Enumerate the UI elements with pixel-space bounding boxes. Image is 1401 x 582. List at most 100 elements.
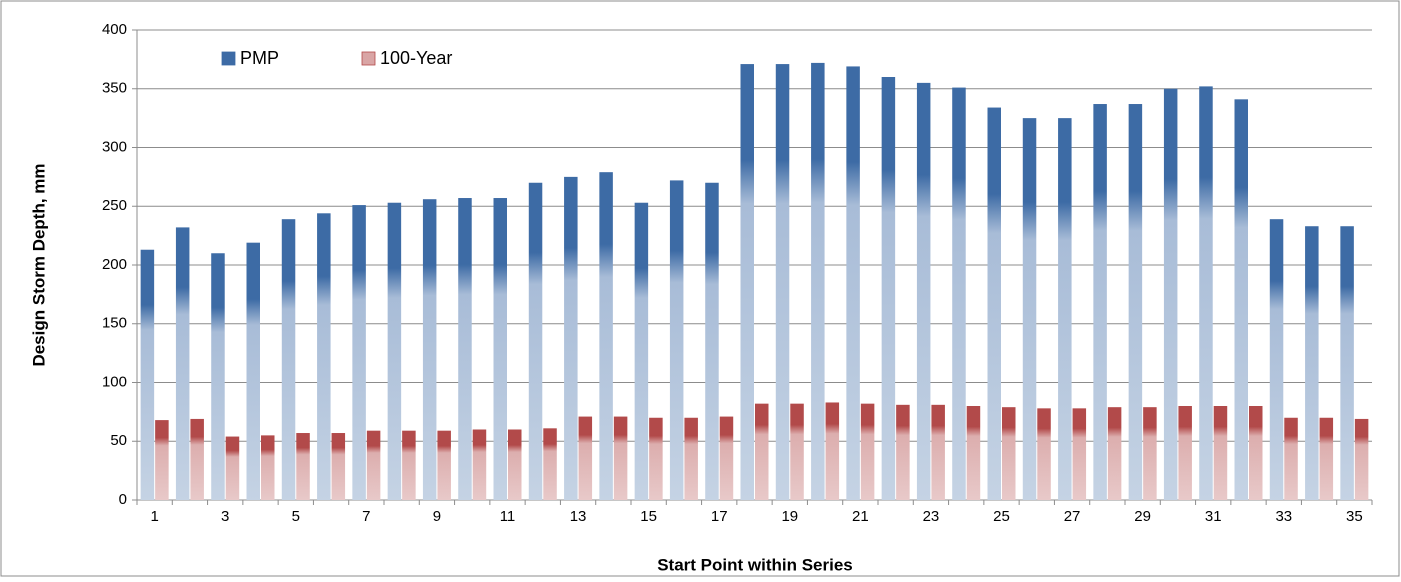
bar <box>952 87 966 500</box>
bar <box>846 66 860 501</box>
bar <box>755 403 769 500</box>
x-tick-label: 17 <box>711 508 728 525</box>
bar <box>1199 86 1213 501</box>
bar <box>1107 407 1122 500</box>
x-tick-label: 13 <box>570 508 587 525</box>
bar <box>775 64 790 500</box>
bar <box>1093 104 1107 501</box>
x-tick-label: 9 <box>433 508 441 525</box>
bar <box>1037 408 1051 500</box>
bar <box>790 403 804 500</box>
bar <box>1022 118 1037 500</box>
legend-swatch <box>361 51 376 66</box>
bar <box>140 249 155 500</box>
bar <box>966 406 981 500</box>
bar <box>458 198 472 500</box>
x-tick-label: 5 <box>292 508 300 525</box>
bar <box>599 172 613 501</box>
bar <box>1143 407 1157 500</box>
y-tick-label: 50 <box>110 432 127 449</box>
legend-swatch <box>221 51 236 66</box>
bar <box>296 433 310 500</box>
bar <box>896 404 910 500</box>
bar <box>261 435 275 500</box>
bar <box>1163 88 1178 500</box>
bar <box>1305 226 1319 500</box>
legend-label: PMP <box>240 48 279 68</box>
bar <box>1249 406 1263 500</box>
bar <box>175 227 190 500</box>
bar <box>1072 408 1087 500</box>
x-axis-title: Start Point within Series <box>657 555 853 574</box>
bar <box>317 213 331 501</box>
bar <box>1340 226 1354 500</box>
legend-label: 100-Year <box>380 48 452 68</box>
bar <box>1234 99 1248 500</box>
x-tick-label: 7 <box>362 508 370 525</box>
bar <box>190 418 204 500</box>
bar <box>543 428 557 500</box>
x-tick-label: 1 <box>150 508 158 525</box>
y-tick-label: 400 <box>102 21 127 38</box>
x-tick-label: 19 <box>781 508 798 525</box>
bar <box>825 402 840 500</box>
x-tick-label: 35 <box>1346 508 1363 525</box>
bar <box>811 62 825 501</box>
bar <box>225 436 240 500</box>
bar <box>1213 406 1228 500</box>
legend-background <box>208 42 488 86</box>
y-tick-label: 350 <box>102 80 127 97</box>
bar <box>1269 219 1284 501</box>
x-tick-label: 21 <box>852 508 869 525</box>
bar <box>1354 418 1369 500</box>
bar <box>508 429 522 500</box>
y-tick-label: 300 <box>102 138 127 155</box>
x-tick-label: 27 <box>1064 508 1081 525</box>
bar <box>1058 118 1072 500</box>
bar <box>1319 417 1334 500</box>
y-tick-label: 200 <box>102 256 127 273</box>
bar <box>1002 407 1016 500</box>
x-tick-label: 33 <box>1275 508 1292 525</box>
bar <box>987 107 1001 501</box>
bar <box>422 199 437 500</box>
bar <box>860 403 875 500</box>
x-tick-label: 29 <box>1134 508 1151 525</box>
bar <box>634 202 649 500</box>
bar <box>740 64 754 500</box>
bar <box>387 202 402 500</box>
bar <box>719 416 734 500</box>
bar <box>472 429 487 500</box>
x-tick-label: 15 <box>640 508 657 525</box>
x-tick-label: 3 <box>221 508 229 525</box>
bar <box>155 420 169 500</box>
x-tick-label: 25 <box>993 508 1010 525</box>
bar <box>1284 417 1298 500</box>
bar <box>352 205 366 500</box>
bar <box>578 416 593 500</box>
bar <box>1178 406 1192 500</box>
y-axis-title: Design Storm Depth, mm <box>29 163 48 366</box>
bar <box>402 430 416 500</box>
bar <box>669 180 684 500</box>
bar <box>437 430 451 500</box>
bar <box>564 176 578 500</box>
y-tick-label: 100 <box>102 373 127 390</box>
bar <box>613 416 628 500</box>
bar <box>366 430 381 500</box>
x-tick-label: 23 <box>923 508 940 525</box>
bar <box>281 219 296 501</box>
bar <box>246 242 260 501</box>
y-tick-label: 0 <box>119 491 127 508</box>
bar <box>493 198 507 500</box>
x-tick-label: 11 <box>500 508 516 525</box>
bar <box>1128 104 1143 501</box>
bar <box>684 417 698 500</box>
bar <box>931 404 945 500</box>
bar <box>331 433 346 500</box>
y-tick-label: 150 <box>102 315 127 332</box>
bar <box>649 417 663 500</box>
bar <box>881 77 896 500</box>
bar <box>705 182 719 500</box>
